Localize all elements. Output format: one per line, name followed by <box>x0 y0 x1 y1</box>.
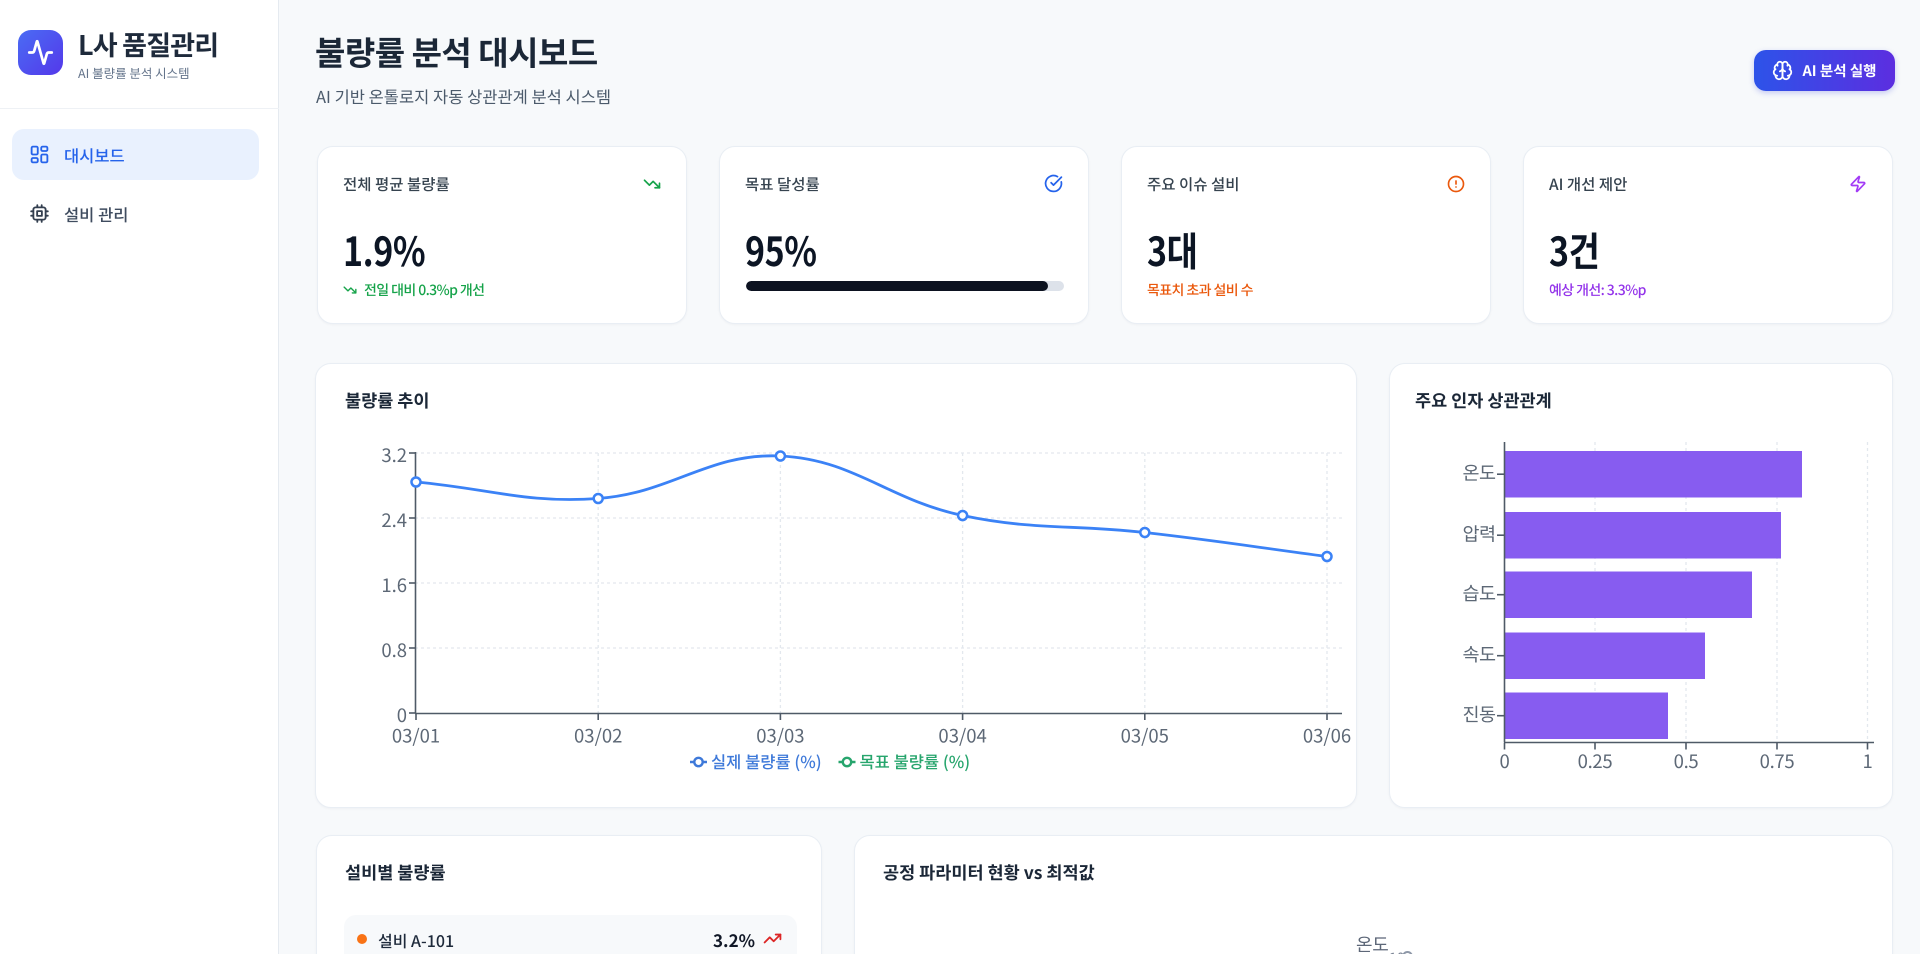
svg-text:0: 0 <box>397 702 407 728</box>
svg-text:진동: 진동 <box>1462 701 1496 727</box>
svg-text:0.8: 0.8 <box>381 637 407 663</box>
svg-text:3.2: 3.2 <box>381 442 407 468</box>
svg-text:1: 1 <box>1863 748 1873 774</box>
svg-text:온도: 온도 <box>1462 460 1496 486</box>
svg-text:습도: 습도 <box>1462 580 1496 606</box>
svg-text:목표 불량률 (%): 목표 불량률 (%) <box>860 749 971 773</box>
svg-text:0.25: 0.25 <box>1578 748 1613 774</box>
svg-text:실제 불량률 (%): 실제 불량률 (%) <box>711 749 822 773</box>
svg-text:0.5: 0.5 <box>1674 748 1699 774</box>
svg-text:03/06: 03/06 <box>1303 723 1351 749</box>
svg-text:03/01: 03/01 <box>392 723 440 749</box>
svg-text:1.6: 1.6 <box>381 572 407 598</box>
svg-text:03/05: 03/05 <box>1121 723 1169 749</box>
svg-text:압력: 압력 <box>1462 521 1495 547</box>
svg-text:2.4: 2.4 <box>381 507 407 533</box>
svg-text:속도: 속도 <box>1462 641 1496 667</box>
svg-text:0.75: 0.75 <box>1760 748 1795 774</box>
svg-text:03/04: 03/04 <box>938 723 986 749</box>
svg-text:03/02: 03/02 <box>574 723 622 749</box>
svg-text:0: 0 <box>1500 748 1510 774</box>
svg-text:03/03: 03/03 <box>756 723 804 749</box>
